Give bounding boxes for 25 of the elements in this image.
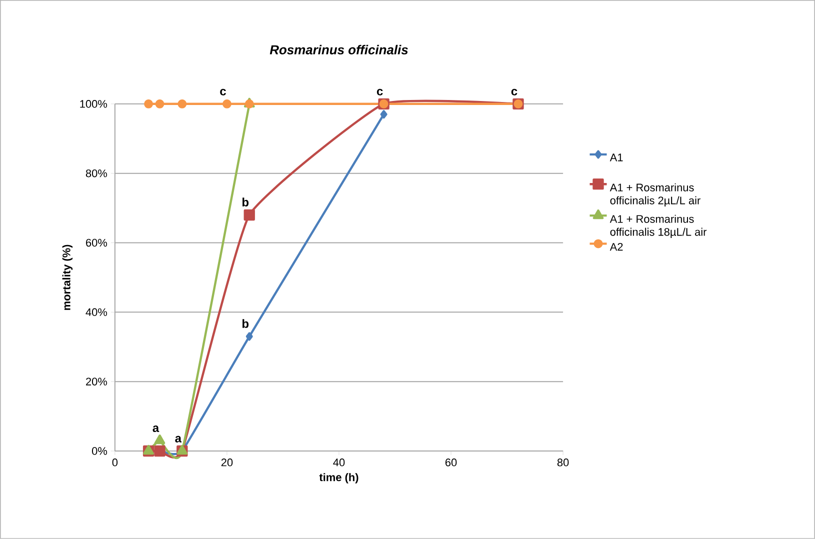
annotation: a bbox=[175, 436, 182, 442]
x-tick-label: 0 bbox=[112, 458, 118, 466]
x-tick-label: 60 bbox=[445, 458, 457, 466]
y-tick-label: 100% bbox=[80, 100, 108, 108]
x-tick-label: 20 bbox=[221, 458, 233, 466]
chart-title: Rosmarinus officinalis bbox=[270, 44, 408, 54]
y-tick-label: 80% bbox=[86, 169, 108, 178]
annotation: c bbox=[220, 88, 226, 96]
y-tick-label: 0% bbox=[92, 447, 108, 455]
x-axis-title: time (h) bbox=[319, 473, 358, 484]
annotation: b bbox=[242, 198, 249, 206]
annotation: c bbox=[511, 88, 518, 96]
y-axis-title: mortality (%) bbox=[62, 244, 73, 310]
annotation: c bbox=[376, 88, 383, 96]
x-tick-label: 80 bbox=[557, 458, 569, 466]
legend-label: A1 bbox=[610, 154, 623, 162]
y-tick-label: 40% bbox=[86, 308, 108, 316]
y-tick-label: 20% bbox=[86, 378, 108, 386]
legend-label: A2 bbox=[610, 242, 623, 251]
legend-label: A1 + Rosmarinus officinalis 18µL/L air bbox=[610, 214, 707, 238]
annotation: a bbox=[152, 426, 160, 432]
y-tick-label: 60% bbox=[86, 238, 108, 247]
legend-label: A1 + Rosmarinus officinalis 2µL/L air bbox=[610, 183, 700, 207]
x-tick-label: 40 bbox=[333, 458, 345, 466]
annotation: b bbox=[242, 319, 249, 328]
